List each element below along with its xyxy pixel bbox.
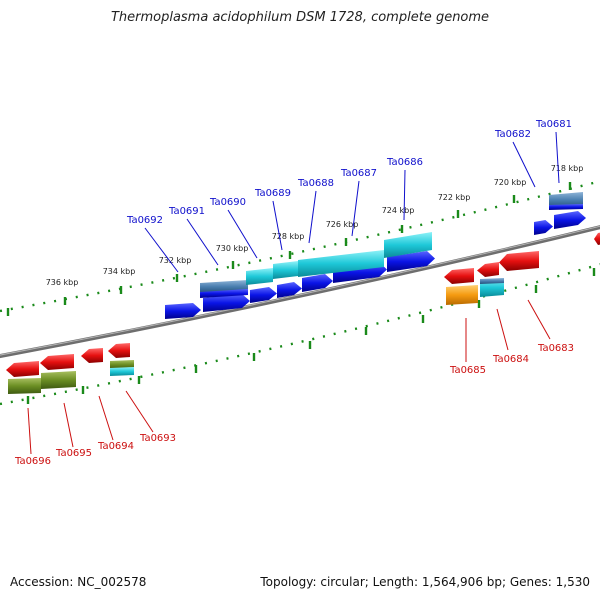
gene-label-ta0681[interactable]: Ta0681 xyxy=(535,119,572,130)
gene-arrow xyxy=(549,204,583,210)
gene-arrow xyxy=(480,278,504,284)
gene-arrow xyxy=(110,367,134,376)
leader-line xyxy=(144,227,179,273)
gene-arrow xyxy=(387,251,435,272)
leader-line xyxy=(351,180,360,237)
genome-stats-text: Topology: circular; Length: 1,564,906 bp… xyxy=(260,575,590,589)
gene-label-ta0696[interactable]: Ta0696 xyxy=(14,456,51,467)
gene-label-ta0694[interactable]: Ta0694 xyxy=(97,441,134,452)
gene-label-ta0691[interactable]: Ta0691 xyxy=(168,206,205,217)
scale-tick-label: 722 kbp xyxy=(438,193,471,202)
leader-line xyxy=(63,402,74,448)
genome-title: Thermoplasma acidophilum DSM 1728, compl… xyxy=(110,10,490,25)
gene-arrow xyxy=(446,285,478,305)
gene-label-ta0687[interactable]: Ta0687 xyxy=(340,168,377,179)
gene-arrow xyxy=(549,192,583,208)
scale-tick-label: 732 kbp xyxy=(159,256,192,265)
gene-arrow xyxy=(200,289,248,298)
leader-line xyxy=(27,407,32,455)
scale-tick-label: 736 kbp xyxy=(46,278,79,287)
major-ticks xyxy=(6,182,596,404)
gene-label-ta0685[interactable]: Ta0685 xyxy=(449,365,486,376)
gene-arrow xyxy=(477,262,499,277)
leader-line xyxy=(527,299,551,340)
scale-track-lower xyxy=(0,263,600,406)
leader-line xyxy=(308,190,317,244)
gene-arrow xyxy=(250,287,277,303)
gene-arrow xyxy=(277,282,302,298)
gene-arrow xyxy=(384,232,432,258)
gene-arrow xyxy=(40,354,74,370)
gene-arrow xyxy=(302,274,333,292)
gene-label-ta0689[interactable]: Ta0689 xyxy=(254,188,291,199)
gene-arrow xyxy=(246,268,273,285)
leader-line xyxy=(98,395,114,441)
leader-line xyxy=(227,209,258,259)
gene-label-ta0684[interactable]: Ta0684 xyxy=(492,354,529,365)
gene-label-ta0683[interactable]: Ta0683 xyxy=(537,343,574,354)
gene-arrow xyxy=(594,232,600,245)
gene-arrow xyxy=(8,378,41,394)
gene-arrow xyxy=(554,211,586,229)
gene-arrow xyxy=(165,303,201,319)
accession-text: Accession: NC_002578 xyxy=(10,575,147,589)
genome-backbone xyxy=(0,225,600,359)
leader-line xyxy=(186,218,219,266)
label-leader-lines xyxy=(27,131,560,455)
gene-arrow xyxy=(110,360,134,369)
leader-line xyxy=(555,131,560,184)
gene-features xyxy=(6,192,600,394)
gene-label-ta0695[interactable]: Ta0695 xyxy=(55,448,92,459)
leader-line xyxy=(512,141,536,188)
scale-tick-label: 724 kbp xyxy=(382,206,415,215)
scale-track-upper xyxy=(0,180,600,313)
gene-arrow xyxy=(534,220,553,235)
leader-line xyxy=(496,308,509,351)
scale-tick-label: 726 kbp xyxy=(326,220,359,229)
gene-label-ta0692[interactable]: Ta0692 xyxy=(126,215,163,226)
gene-arrow xyxy=(6,361,39,377)
gene-arrow xyxy=(203,294,250,312)
genome-backbone-highlight xyxy=(0,225,600,356)
scale-tick-label: 728 kbp xyxy=(272,232,305,241)
gene-labels: Ta0681 Ta0682 Ta0686 Ta0687 Ta0688 Ta0689 Ta06… xyxy=(14,119,574,467)
gene-label-ta0688[interactable]: Ta0688 xyxy=(297,178,334,189)
leader-line xyxy=(403,169,406,221)
scale-tick-label: 718 kbp xyxy=(551,164,584,173)
scale-tick-label: 720 kbp xyxy=(494,178,527,187)
leader-line xyxy=(272,200,283,251)
gene-label-ta0686[interactable]: Ta0686 xyxy=(386,157,423,168)
gene-arrow xyxy=(273,261,298,279)
tick-labels: 718 kbp 720 kbp 722 kbp 724 kbp 726 kbp 728 k… xyxy=(46,164,584,287)
gene-arrow xyxy=(81,348,103,363)
gene-arrow xyxy=(41,371,76,389)
gene-arrow xyxy=(298,250,384,277)
gene-label-ta0693[interactable]: Ta0693 xyxy=(139,433,176,444)
gene-label-ta0682[interactable]: Ta0682 xyxy=(494,129,531,140)
scale-tick-label: 730 kbp xyxy=(216,244,249,253)
gene-arrow xyxy=(108,343,130,358)
scale-tick-label: 734 kbp xyxy=(103,267,136,276)
leader-line xyxy=(125,390,154,433)
gene-label-ta0690[interactable]: Ta0690 xyxy=(209,197,246,208)
gene-arrow xyxy=(444,268,474,284)
gene-arrow xyxy=(499,251,539,271)
